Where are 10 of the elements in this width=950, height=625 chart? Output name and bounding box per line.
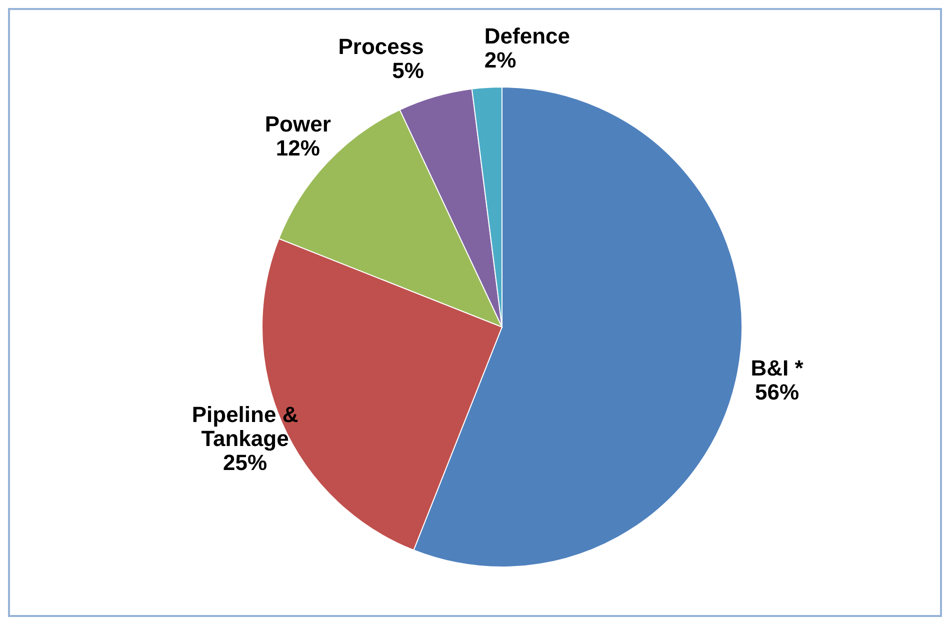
data-label: 12% (276, 135, 320, 160)
slice-label: Defence (484, 24, 570, 49)
data-label: 2% (484, 48, 516, 73)
data-label: 25% (223, 450, 268, 476)
data-label: 5% (392, 58, 424, 84)
slice-label: Pipeline & Tankage (192, 402, 298, 452)
slice-label: Power (264, 111, 332, 136)
slice-label: B&I * (750, 355, 804, 380)
data-label: 56% (755, 379, 800, 404)
slice-label: Process (338, 34, 424, 60)
